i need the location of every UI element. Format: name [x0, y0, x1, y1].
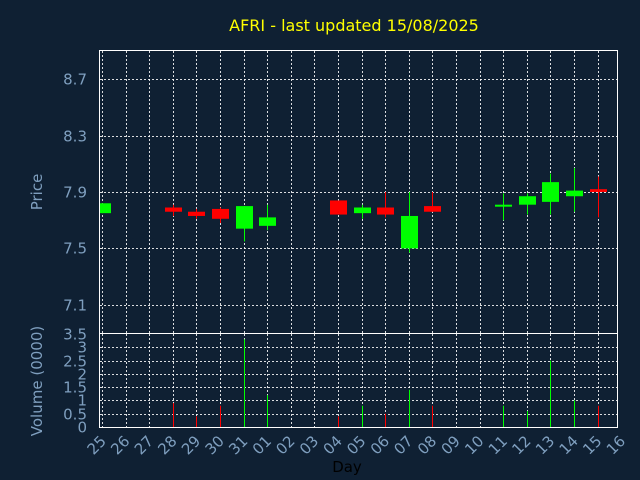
volume-plot-frame — [99, 333, 618, 428]
candle-body — [330, 200, 347, 215]
x-tick-label: 12 — [508, 432, 534, 458]
candle-05 — [354, 204, 371, 219]
candle-15 — [590, 176, 607, 218]
volume-grid — [100, 334, 617, 427]
price-y-tick-labels: 7.1 7.5 7.9 8.3 8.7 — [63, 71, 87, 315]
price-tick-label: 7.5 — [63, 240, 87, 258]
x-tick-label: 09 — [438, 432, 464, 458]
candle-body — [590, 189, 607, 192]
candle-body — [236, 206, 253, 229]
volume-tick-label: 0 — [77, 419, 87, 437]
candle-25 — [100, 203, 111, 214]
volume-panel: 00.511.522.533.5 Volume (0000) — [28, 326, 618, 437]
candle-08 — [424, 192, 441, 212]
x-tick-label: 02 — [272, 432, 298, 458]
candle-28 — [165, 204, 182, 216]
x-tick-label: 31 — [225, 432, 251, 458]
candle-body — [401, 215, 418, 249]
x-tick-label: 16 — [603, 432, 629, 458]
candle-14 — [566, 168, 583, 212]
candle-body — [424, 206, 441, 212]
volume-axis-label: Volume (0000) — [28, 326, 46, 436]
x-tick-label: 01 — [249, 432, 275, 458]
x-tick-label: 05 — [343, 432, 369, 458]
volume-tick-label: 1.5 — [63, 379, 87, 397]
volume-tick-label: 2.5 — [63, 353, 87, 371]
x-tick-label: 15 — [579, 432, 605, 458]
candle-06 — [377, 192, 394, 218]
candle-body — [100, 203, 111, 214]
x-tick-label: 06 — [367, 432, 393, 458]
x-tick-labels: 2526272829303101020304050607080910111213… — [84, 432, 629, 458]
candle-31 — [236, 206, 253, 242]
volume-y-tick-labels: 00.511.522.533.5 — [63, 326, 87, 437]
price-grid — [100, 51, 617, 333]
price-tick-label: 7.1 — [63, 297, 87, 315]
volume-bars — [173, 339, 599, 427]
candle-04 — [330, 200, 347, 215]
candle-body — [519, 196, 536, 205]
x-tick-label: 07 — [390, 432, 416, 458]
candle-body — [354, 207, 371, 214]
x-tick-label: 29 — [178, 432, 204, 458]
price-tick-label: 8.7 — [63, 71, 87, 89]
candle-07 — [401, 192, 418, 253]
candle-body — [495, 204, 512, 207]
candle-29 — [188, 208, 205, 219]
chart-title: AFRI - last updated 15/08/2025 — [229, 16, 479, 35]
volume-tick-label: 3.5 — [63, 326, 87, 344]
price-tick-label: 7.9 — [63, 184, 87, 202]
x-tick-label: 30 — [202, 432, 228, 458]
x-tick-label: 10 — [461, 432, 487, 458]
x-tick-label: 08 — [414, 432, 440, 458]
price-tick-label: 8.3 — [63, 128, 87, 146]
candle-body — [212, 208, 229, 219]
volume-tick-label: 3 — [77, 339, 87, 357]
candle-body — [259, 217, 276, 226]
candle-body — [566, 190, 583, 197]
price-axis-label: Price — [28, 174, 46, 211]
x-tick-label: 26 — [107, 432, 133, 458]
x-tick-label: 14 — [556, 432, 582, 458]
volume-tick-label: 2 — [77, 366, 87, 384]
x-tick-label: 27 — [131, 432, 157, 458]
candle-body — [165, 207, 182, 212]
price-panel: 7.1 7.5 7.9 8.3 8.7 Price — [28, 50, 618, 334]
candle-12 — [519, 193, 536, 215]
candle-01 — [259, 204, 276, 231]
x-tick-label: 04 — [320, 432, 346, 458]
candlesticks — [100, 168, 607, 253]
volume-tick-label: 0.5 — [63, 406, 87, 424]
candle-body — [188, 211, 205, 216]
candle-body — [377, 207, 394, 215]
x-tick-label: 11 — [485, 432, 511, 458]
x-tick-label: 03 — [296, 432, 322, 458]
x-tick-label: 13 — [532, 432, 558, 458]
candle-13 — [542, 173, 559, 215]
candle-30 — [212, 207, 229, 224]
x-tick-label: 28 — [154, 432, 180, 458]
x-tick-label: 25 — [84, 432, 110, 458]
candle-11 — [495, 193, 512, 221]
volume-tick-label: 1 — [77, 392, 87, 410]
x-axis-label: Day — [332, 458, 362, 476]
candle-body — [542, 182, 559, 202]
